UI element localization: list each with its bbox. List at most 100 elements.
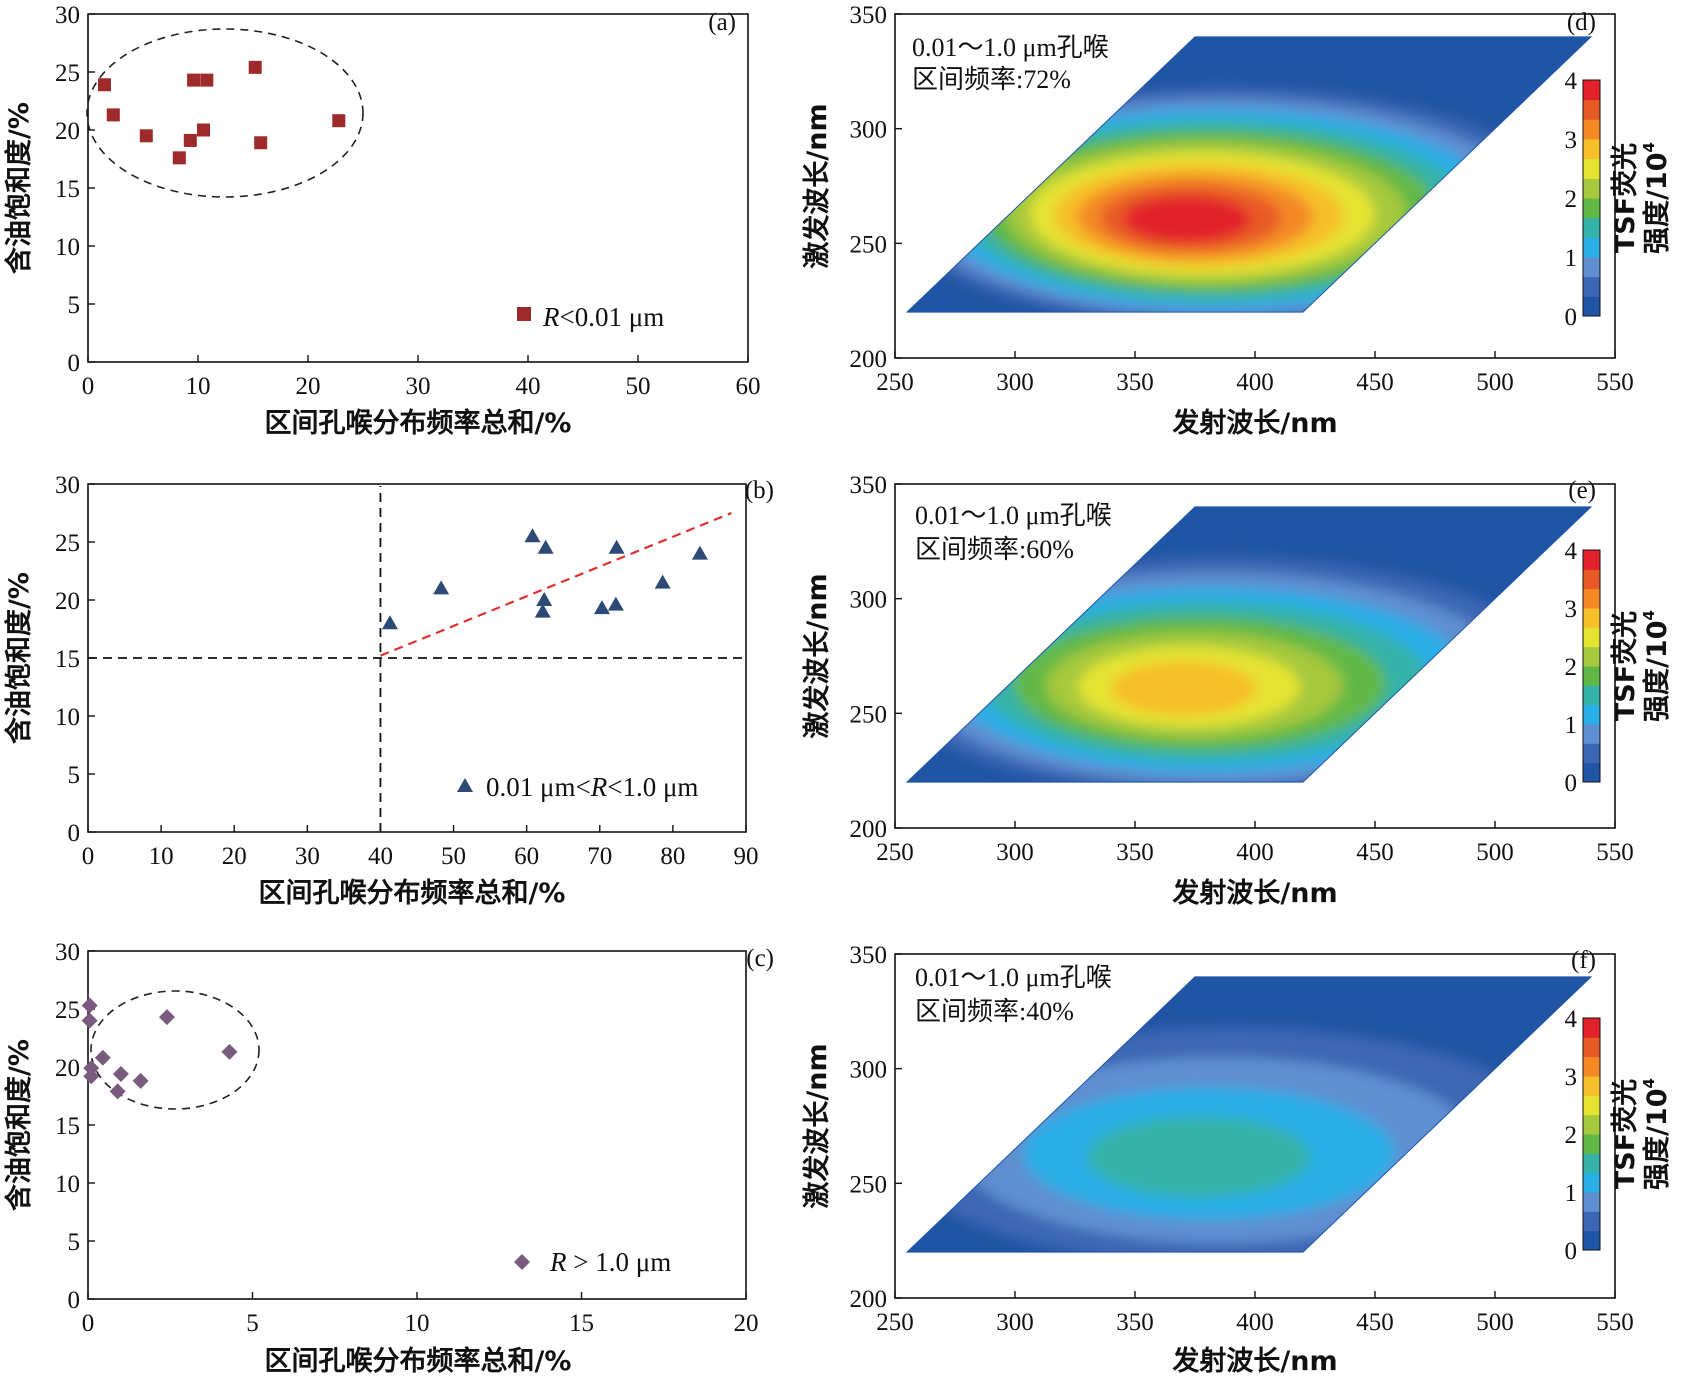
- x-axis-label: 发射波长/nm: [1171, 1345, 1337, 1377]
- x-tick-label: 450: [1356, 369, 1394, 396]
- legend-label: 0.01 μm<R<1.0 μm: [486, 772, 698, 802]
- x-axis-label: 区间孔喉分布频率总和/%: [265, 407, 572, 439]
- overlays: [90, 990, 260, 1110]
- data-point: [221, 1043, 238, 1060]
- legend-marker-triangle: [457, 778, 473, 792]
- data-point: [98, 78, 111, 92]
- colorbar-band: [1583, 276, 1600, 297]
- x-ticks: 0 5 10 15 20: [82, 1292, 759, 1337]
- colorbar-band: [1583, 257, 1600, 278]
- x-tick-label: 250: [876, 369, 914, 396]
- colorbar-tick-label: 3: [1565, 596, 1578, 623]
- y-axis-label: 激发波长/nm: [801, 573, 833, 738]
- colorbar-band: [1583, 296, 1600, 317]
- data-point: [593, 600, 610, 615]
- x-tick-label: 300: [996, 369, 1034, 396]
- colorbar: 0 1 2 3 4 TSF荧光强度/104: [1565, 68, 1674, 331]
- data-point: [172, 151, 186, 165]
- contour-outline: [905, 506, 1593, 783]
- data-point: [534, 603, 551, 618]
- data-point: [433, 580, 450, 595]
- data-point: [81, 1012, 98, 1029]
- y-tick-label: 300: [850, 587, 888, 614]
- y-axis-label: 含油饱和度/%: [3, 102, 35, 274]
- x-tick-label: 80: [660, 843, 685, 870]
- y-tick-label: 30: [55, 939, 80, 966]
- data-point: [200, 73, 214, 87]
- x-tick-label: 250: [876, 839, 914, 866]
- x-tick-label: 500: [1476, 369, 1514, 396]
- overlays: [88, 486, 746, 832]
- y-tick-label: 5: [68, 1229, 81, 1256]
- y-tick-label: 200: [850, 1286, 888, 1313]
- contour-levels: [907, 1027, 1567, 1253]
- data-point: [187, 73, 201, 87]
- colorbar-band: [1583, 1114, 1600, 1135]
- colorbar-tick-label: 1: [1565, 712, 1578, 739]
- colorbar-tick-label: 4: [1565, 538, 1578, 565]
- x-tick-label: 400: [1236, 839, 1274, 866]
- legend: R<0.01 μm: [517, 302, 664, 332]
- legend: 0.01 μm<R<1.0 μm: [457, 772, 698, 802]
- y-axis-label: 含油饱和度/%: [3, 1039, 35, 1211]
- data-points: [381, 528, 708, 630]
- y-tick-label: 300: [850, 1057, 888, 1084]
- contour-level-11: [1123, 195, 1251, 243]
- data-point: [112, 1065, 129, 1082]
- colorbar-frame: [1582, 79, 1601, 317]
- trend-line: [380, 511, 732, 657]
- y-axis-label: 含油饱和度/%: [3, 572, 35, 744]
- colorbar-band: [1583, 119, 1600, 140]
- annotation-line-2: 区间频率:40%: [915, 997, 1074, 1026]
- colorbar-band: [1583, 1172, 1600, 1193]
- x-tick-label: 20: [222, 843, 247, 870]
- x-tick-label: 30: [295, 843, 320, 870]
- colorbar-label: TSF荧光强度/104: [1610, 610, 1673, 722]
- legend-label: R > 1.0 μm: [549, 1247, 671, 1277]
- data-point: [691, 545, 708, 560]
- colorbar-band: [1583, 1230, 1600, 1251]
- colorbar-band: [1583, 158, 1600, 179]
- x-tick-label: 250: [876, 1309, 914, 1336]
- x-tick-label: 40: [368, 843, 393, 870]
- legend-label: R<0.01 μm: [542, 302, 664, 332]
- colorbar-band: [1583, 99, 1600, 120]
- x-tick-label: 300: [996, 839, 1034, 866]
- y-tick-label: 10: [55, 1171, 80, 1198]
- colorbar-band: [1583, 588, 1600, 609]
- data-point: [94, 1049, 111, 1066]
- x-tick-label: 40: [516, 373, 541, 400]
- colorbar-tick-label: 3: [1565, 1064, 1578, 1091]
- x-axis-label: 区间孔喉分布频率总和/%: [265, 1345, 572, 1377]
- x-ticks: 0 10 20 30 40 50 60: [82, 355, 761, 400]
- x-axis-label: 发射波长/nm: [1171, 877, 1337, 909]
- y-tick-label: 0: [68, 820, 81, 847]
- y-tick-label: 25: [55, 60, 80, 87]
- x-tick-label: 300: [996, 1309, 1034, 1336]
- y-ticks: 0 5 10 15 20 25 30: [55, 939, 95, 1314]
- colorbar-band: [1583, 627, 1600, 648]
- y-tick-label: 250: [850, 701, 888, 728]
- x-tick-label: 450: [1356, 1309, 1394, 1336]
- colorbar-frame: [1582, 1017, 1601, 1251]
- annotation-line-2: 区间频率:72%: [912, 65, 1071, 94]
- cluster-ellipse: [86, 28, 364, 198]
- colorbar-band: [1583, 724, 1600, 744]
- y-tick-label: 300: [850, 117, 888, 144]
- colorbar-band: [1583, 139, 1600, 160]
- y-ticks: 200 250 300 350: [850, 942, 902, 1313]
- annotation-line-2: 区间频率:60%: [915, 535, 1074, 564]
- colorbar-band: [1583, 762, 1600, 783]
- data-point: [654, 574, 671, 589]
- y-tick-label: 0: [68, 1287, 81, 1314]
- contour-level-8: [1110, 661, 1258, 716]
- contour-levels: [907, 87, 1563, 313]
- y-tick-label: 350: [850, 2, 888, 29]
- data-points: [81, 997, 238, 1100]
- colorbar-tick-label: 0: [1565, 1238, 1578, 1265]
- overlays: [86, 28, 364, 198]
- cluster-ellipse: [90, 990, 260, 1110]
- y-tick-label: 15: [55, 176, 80, 203]
- x-ticks: 250 300 350 400 450 500 550: [876, 351, 1634, 396]
- colorbar-band: [1583, 237, 1600, 258]
